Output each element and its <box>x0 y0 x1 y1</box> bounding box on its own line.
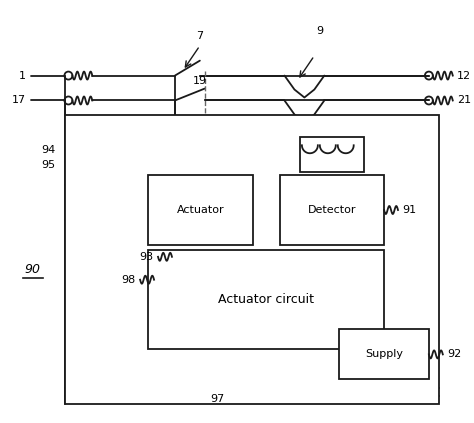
Text: 97: 97 <box>210 394 225 404</box>
Text: 12: 12 <box>457 71 471 80</box>
Text: 9: 9 <box>316 26 323 36</box>
Text: Actuator: Actuator <box>176 205 224 215</box>
Bar <box>65 115 439 404</box>
Bar <box>339 330 429 379</box>
Text: 17: 17 <box>11 96 26 105</box>
Text: 90: 90 <box>25 263 41 276</box>
Text: 21: 21 <box>457 96 471 105</box>
Text: 91: 91 <box>402 205 416 215</box>
Bar <box>148 250 384 349</box>
Text: 92: 92 <box>447 349 461 360</box>
Bar <box>280 175 384 245</box>
Bar <box>148 175 253 245</box>
Text: 94: 94 <box>41 145 55 155</box>
Text: 93: 93 <box>139 252 153 262</box>
Text: 19: 19 <box>193 76 207 85</box>
Bar <box>300 137 364 172</box>
Text: 95: 95 <box>41 160 55 170</box>
Text: Detector: Detector <box>308 205 356 215</box>
Text: Supply: Supply <box>365 349 403 360</box>
Text: 1: 1 <box>18 71 26 80</box>
Text: 7: 7 <box>196 31 203 41</box>
Text: 98: 98 <box>121 275 135 285</box>
Text: Actuator circuit: Actuator circuit <box>218 293 314 306</box>
